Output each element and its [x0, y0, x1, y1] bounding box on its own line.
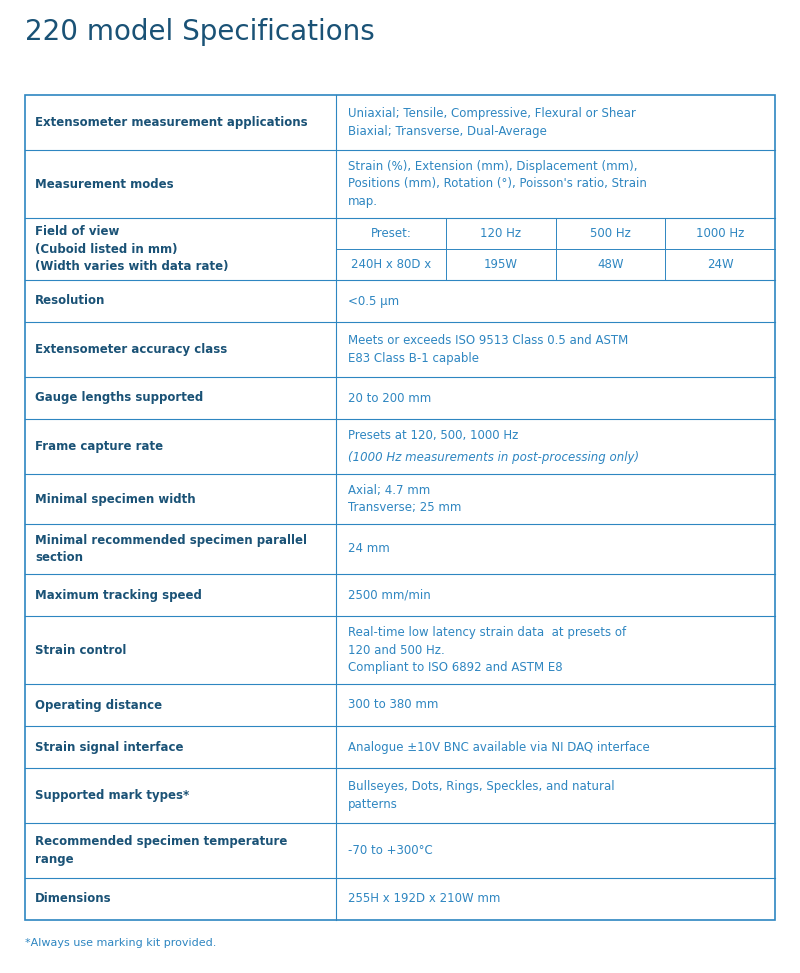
Text: Gauge lengths supported: Gauge lengths supported	[35, 391, 203, 405]
Text: Presets at 120, 500, 1000 Hz: Presets at 120, 500, 1000 Hz	[348, 429, 518, 442]
Text: Meets or exceeds ISO 9513 Class 0.5 and ASTM
E83 Class B-1 capable: Meets or exceeds ISO 9513 Class 0.5 and …	[348, 335, 629, 365]
Text: 195W: 195W	[484, 258, 518, 271]
Text: Bullseyes, Dots, Rings, Speckles, and natural
patterns: Bullseyes, Dots, Rings, Speckles, and na…	[348, 780, 615, 811]
Text: Axial; 4.7 mm
Transverse; 25 mm: Axial; 4.7 mm Transverse; 25 mm	[348, 484, 462, 515]
Text: Strain signal interface: Strain signal interface	[35, 740, 183, 753]
Text: 120 Hz: 120 Hz	[480, 227, 522, 240]
Text: 20 to 200 mm: 20 to 200 mm	[348, 391, 431, 405]
Text: 220 model Specifications: 220 model Specifications	[25, 18, 374, 46]
Text: 255H x 192D x 210W mm: 255H x 192D x 210W mm	[348, 892, 501, 906]
Text: 24W: 24W	[707, 258, 734, 271]
Text: Measurement modes: Measurement modes	[35, 177, 174, 191]
Text: 2500 mm/min: 2500 mm/min	[348, 589, 431, 601]
Text: 1000 Hz: 1000 Hz	[696, 227, 744, 240]
Text: Field of view
(Cuboid listed in mm)
(Width varies with data rate): Field of view (Cuboid listed in mm) (Wid…	[35, 225, 229, 273]
Text: Strain (%), Extension (mm), Displacement (mm),
Positions (mm), Rotation (°), Poi: Strain (%), Extension (mm), Displacement…	[348, 160, 647, 208]
Text: 24 mm: 24 mm	[348, 543, 390, 556]
Bar	[25, 95, 775, 920]
Text: Minimal specimen width: Minimal specimen width	[35, 492, 196, 506]
Text: Strain control: Strain control	[35, 643, 126, 657]
Text: Real-time low latency strain data  at presets of
120 and 500 Hz.
Compliant to IS: Real-time low latency strain data at pre…	[348, 626, 626, 674]
Text: <0.5 μm: <0.5 μm	[348, 295, 399, 307]
Text: Maximum tracking speed: Maximum tracking speed	[35, 589, 202, 601]
Text: 500 Hz: 500 Hz	[590, 227, 631, 240]
Text: 300 to 380 mm: 300 to 380 mm	[348, 699, 438, 711]
Text: Dimensions: Dimensions	[35, 892, 112, 906]
Text: Preset:: Preset:	[370, 227, 411, 240]
Text: Operating distance: Operating distance	[35, 699, 162, 711]
Text: Uniaxial; Tensile, Compressive, Flexural or Shear
Biaxial; Transverse, Dual-Aver: Uniaxial; Tensile, Compressive, Flexural…	[348, 107, 636, 138]
Text: (1000 Hz measurements in post-processing only): (1000 Hz measurements in post-processing…	[348, 451, 639, 464]
Text: *Always use marking kit provided.: *Always use marking kit provided.	[25, 938, 216, 948]
Text: -70 to +300°C: -70 to +300°C	[348, 844, 433, 857]
Text: 240H x 80D x: 240H x 80D x	[351, 258, 431, 271]
Text: Extensometer accuracy class: Extensometer accuracy class	[35, 343, 227, 356]
Text: Resolution: Resolution	[35, 295, 106, 307]
Text: Analogue ±10V BNC available via NI DAQ interface: Analogue ±10V BNC available via NI DAQ i…	[348, 740, 650, 753]
Text: 48W: 48W	[598, 258, 624, 271]
Text: Extensometer measurement applications: Extensometer measurement applications	[35, 116, 308, 129]
Text: Minimal recommended specimen parallel
section: Minimal recommended specimen parallel se…	[35, 534, 307, 564]
Text: Frame capture rate: Frame capture rate	[35, 440, 163, 453]
Text: Recommended specimen temperature
range: Recommended specimen temperature range	[35, 835, 287, 866]
Text: Supported mark types*: Supported mark types*	[35, 789, 190, 802]
